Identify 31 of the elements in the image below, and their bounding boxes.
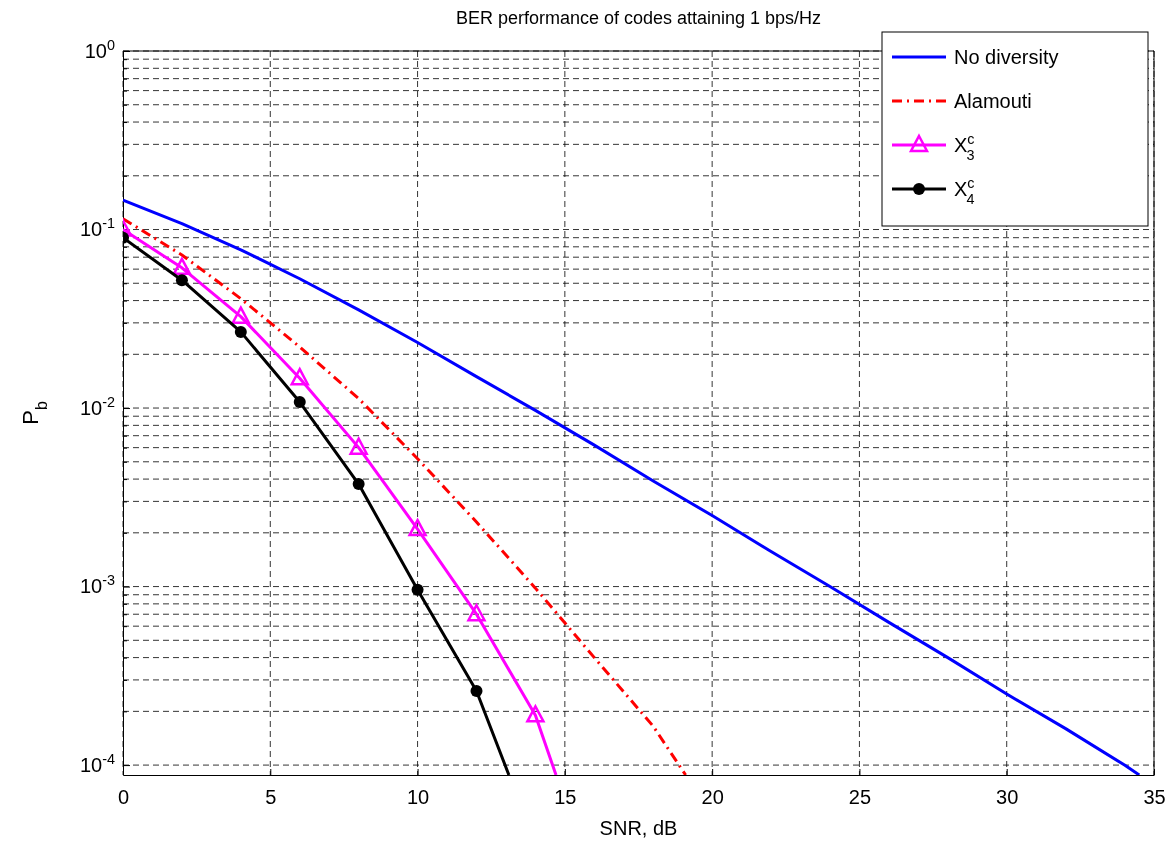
x-tick-label: 20 xyxy=(701,786,724,808)
legend-label: No diversity xyxy=(954,46,1059,68)
x-axis-title: SNR, dB xyxy=(599,817,678,839)
point xyxy=(231,306,251,324)
y-tick-label: 10$^{-2}$ xyxy=(79,393,115,419)
x-tick-label: 35 xyxy=(1143,786,1166,808)
point xyxy=(352,478,365,491)
y-tick-label: 10$^{-1}$ xyxy=(79,215,115,241)
point xyxy=(470,685,483,698)
chart-title: BER performance of codes attaining 1 bps/Hz xyxy=(455,8,822,28)
x-tick-label: 0 xyxy=(117,786,130,808)
x-tick-label: 30 xyxy=(996,786,1019,808)
point xyxy=(175,274,188,287)
x-tick-label: 10 xyxy=(406,786,430,808)
line-series xyxy=(123,217,688,775)
legend-label: Alamouti xyxy=(954,90,1032,112)
point xyxy=(293,396,306,409)
y-tick-label: 10$^{-4}$ xyxy=(79,750,115,776)
point xyxy=(526,705,545,723)
x-tick-label: 25 xyxy=(848,786,872,808)
point xyxy=(349,437,368,455)
point xyxy=(467,603,486,622)
y-tick-label: 10$^{-3}$ xyxy=(79,572,115,598)
point xyxy=(234,325,247,338)
point xyxy=(411,583,424,596)
point xyxy=(408,518,427,537)
point xyxy=(290,367,309,386)
y-tick-label: 10$^{0}$ xyxy=(84,36,115,62)
x-tick-label: 5 xyxy=(265,786,277,808)
point xyxy=(172,257,192,276)
x-tick-label: 15 xyxy=(554,786,577,808)
